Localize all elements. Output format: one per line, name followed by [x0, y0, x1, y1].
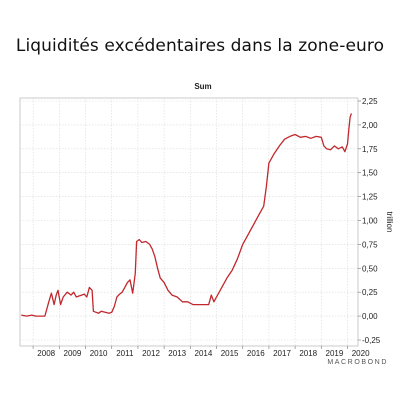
- y-tick-label: -0,25: [362, 336, 381, 345]
- y-tick-label: 0,50: [362, 264, 378, 273]
- plot-area: [19, 97, 359, 347]
- x-tick-label: 2012: [142, 349, 160, 358]
- y-tick-label: 1,00: [362, 217, 378, 226]
- x-tick-label: 2017: [273, 349, 291, 358]
- y-axis-labels: 2,25 2,00 1,75 1,50 1,25 1,00 0,75 0,50 0,25 0,00…: [362, 97, 381, 345]
- x-tick-label: 2018: [299, 349, 317, 358]
- x-axis-labels: 2008 2009 2010 2011 2012 2013 2014 2015 2016 2017…: [37, 349, 370, 358]
- y-tick-label: 0,75: [362, 240, 378, 249]
- gridlines: [20, 98, 358, 346]
- page-title: Liquidités excédentaires dans la zone-eu…: [15, 36, 385, 56]
- y-tick-label: 0,00: [362, 312, 378, 321]
- x-tick-label: 2019: [326, 349, 344, 358]
- x-tick-label: 2016: [247, 349, 265, 358]
- chart-title: Sum: [194, 82, 211, 91]
- y-tick-label: 2,25: [362, 97, 378, 106]
- y-tick-label: 0,25: [362, 288, 378, 297]
- y-tick-label: 1,50: [362, 169, 378, 178]
- y-tick-label: 1,75: [362, 145, 378, 154]
- x-tick-label: 2009: [64, 349, 82, 358]
- x-tick-label: 2013: [168, 349, 186, 358]
- x-tick-label: 2014: [195, 349, 213, 358]
- source-watermark: MACROBOND: [327, 359, 388, 366]
- unit-label: trillion: [385, 212, 394, 233]
- x-tick-label: 2011: [116, 349, 134, 358]
- y-tick-label: 2,00: [362, 121, 378, 130]
- x-tick-label: 2008: [37, 349, 55, 358]
- x-tick-label: 2015: [221, 349, 239, 358]
- series-line-sum: [21, 113, 353, 317]
- x-tick-label: 2020: [352, 349, 370, 358]
- y-tick-label: 1,25: [362, 193, 378, 202]
- x-tick-label: 2010: [90, 349, 108, 358]
- axis-ticks: [32, 100, 361, 349]
